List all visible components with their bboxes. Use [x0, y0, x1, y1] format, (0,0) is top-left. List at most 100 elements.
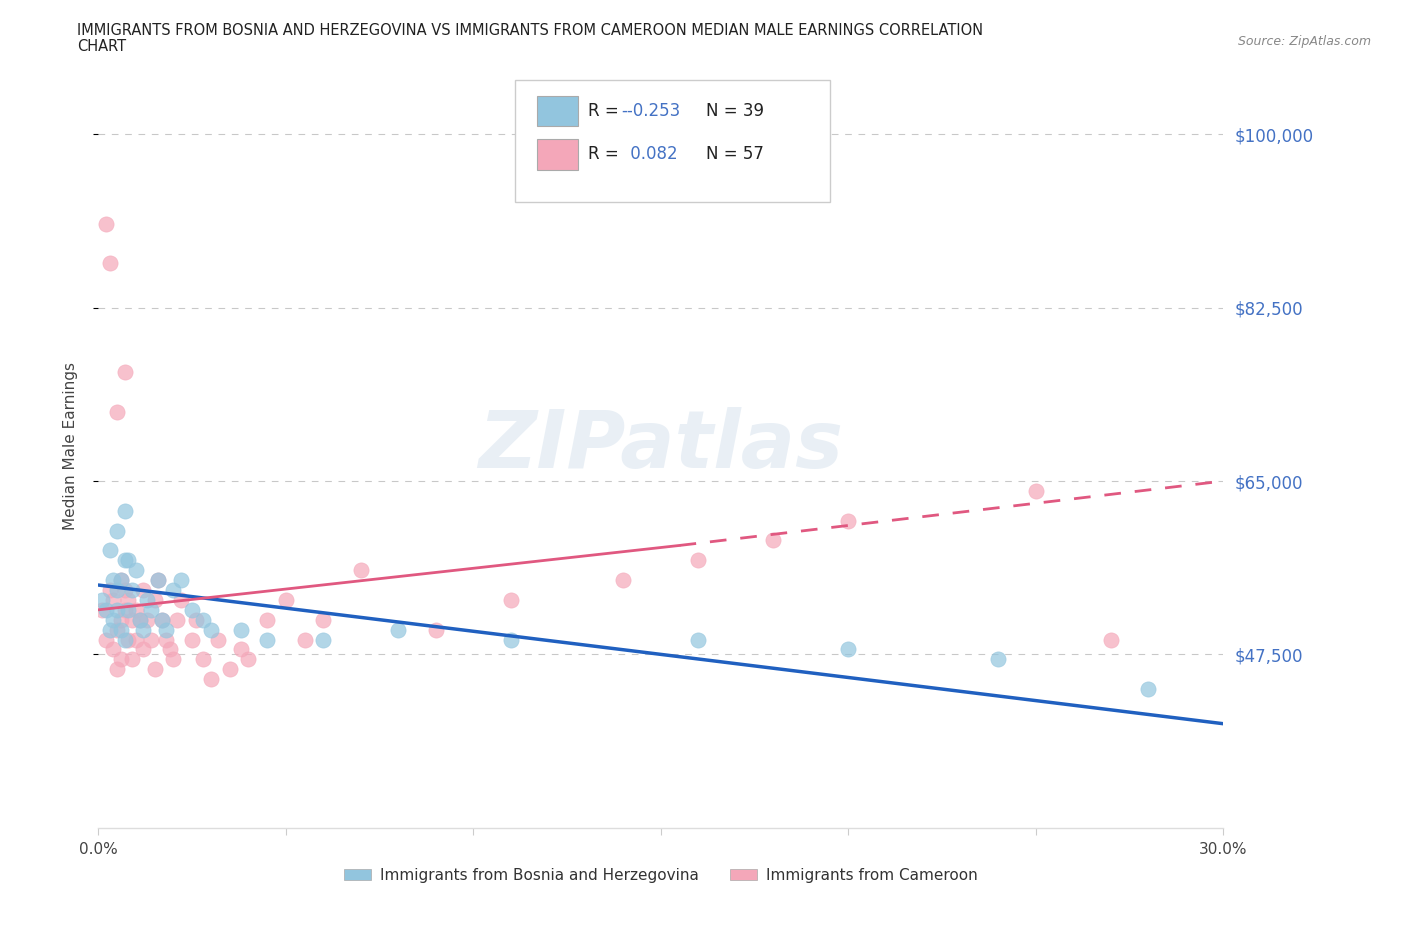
Point [150, 612, 173, 627]
FancyBboxPatch shape [537, 96, 578, 126]
Point [110, 573, 132, 588]
Point [139, 632, 162, 647]
Point [121, 652, 143, 667]
Point [98, 256, 121, 271]
Point [150, 612, 173, 627]
Point [91, 603, 114, 618]
Point [117, 603, 139, 618]
Point [103, 642, 125, 657]
Point [128, 612, 150, 627]
Point [121, 582, 143, 597]
Point [193, 652, 215, 667]
Text: N = 57: N = 57 [706, 145, 763, 164]
Point [136, 612, 159, 627]
Point [688, 632, 710, 647]
Point [143, 592, 166, 607]
Point [155, 622, 177, 637]
Point [425, 622, 447, 637]
Point [612, 573, 634, 588]
Point [274, 592, 297, 607]
Point [105, 582, 128, 597]
Point [110, 612, 132, 627]
Point [105, 662, 128, 677]
Point [114, 365, 136, 379]
Point [229, 642, 252, 657]
Point [103, 612, 125, 627]
Point [148, 573, 170, 588]
Point [155, 632, 177, 647]
Point [132, 582, 155, 597]
Point [312, 632, 335, 647]
Point [94, 603, 117, 618]
Point [94, 216, 117, 231]
Point [105, 405, 128, 419]
Point [170, 573, 193, 588]
Point [166, 612, 188, 627]
Point [350, 563, 373, 578]
FancyBboxPatch shape [537, 140, 578, 169]
Point [837, 642, 859, 657]
Point [114, 552, 136, 567]
Point [114, 603, 136, 618]
Point [114, 582, 136, 597]
Point [1099, 632, 1122, 647]
Point [256, 612, 278, 627]
Text: N = 39: N = 39 [706, 102, 763, 120]
Point [105, 524, 128, 538]
Point [200, 622, 222, 637]
Point [143, 662, 166, 677]
Point [499, 632, 522, 647]
Y-axis label: Median Male Earnings: Median Male Earnings [63, 363, 77, 530]
Legend: Immigrants from Bosnia and Herzegovina, Immigrants from Cameroon: Immigrants from Bosnia and Herzegovina, … [337, 861, 984, 889]
Text: Source: ZipAtlas.com: Source: ZipAtlas.com [1237, 35, 1371, 48]
Point [110, 573, 132, 588]
Point [387, 622, 409, 637]
Point [105, 603, 128, 618]
Point [98, 543, 121, 558]
Point [94, 632, 117, 647]
Text: --0.253: --0.253 [621, 102, 681, 120]
Point [98, 582, 121, 597]
Point [207, 632, 229, 647]
Text: IMMIGRANTS FROM BOSNIA AND HERZEGOVINA VS IMMIGRANTS FROM CAMEROON MEDIAN MALE E: IMMIGRANTS FROM BOSNIA AND HERZEGOVINA V… [77, 23, 983, 38]
Point [148, 573, 170, 588]
Point [312, 612, 335, 627]
Point [987, 652, 1010, 667]
Point [294, 632, 316, 647]
Point [159, 642, 181, 657]
Point [125, 603, 148, 618]
Point [499, 592, 522, 607]
Point [114, 632, 136, 647]
Point [110, 652, 132, 667]
Point [1025, 484, 1047, 498]
Point [200, 671, 222, 686]
Point [184, 612, 207, 627]
Point [132, 622, 155, 637]
Point [98, 622, 121, 637]
Point [170, 592, 193, 607]
Point [162, 652, 184, 667]
Point [762, 533, 785, 548]
Point [125, 632, 148, 647]
Point [181, 603, 204, 618]
Point [114, 503, 136, 518]
Point [238, 652, 260, 667]
Point [181, 632, 204, 647]
Text: R =: R = [588, 102, 624, 120]
FancyBboxPatch shape [515, 80, 830, 203]
Point [1137, 682, 1160, 697]
Text: 0.082: 0.082 [624, 145, 678, 164]
Point [136, 592, 159, 607]
Point [229, 622, 252, 637]
Point [837, 513, 859, 528]
Point [103, 592, 125, 607]
Point [91, 592, 114, 607]
Point [128, 612, 150, 627]
Point [125, 563, 148, 578]
Point [110, 622, 132, 637]
Point [117, 632, 139, 647]
Text: R =: R = [588, 145, 624, 164]
Point [162, 582, 184, 597]
Point [132, 642, 155, 657]
Point [218, 662, 240, 677]
